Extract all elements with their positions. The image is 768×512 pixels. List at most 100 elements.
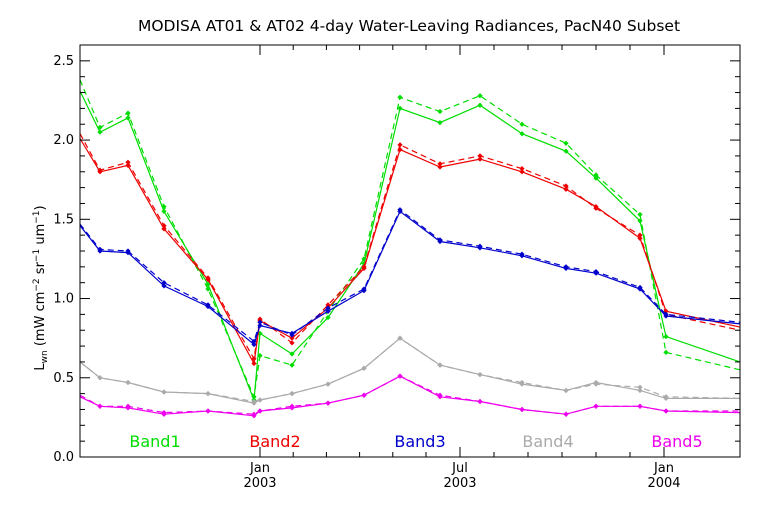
band3-point	[251, 341, 257, 348]
band1-point	[97, 129, 103, 135]
band3-point	[637, 286, 643, 292]
band3-point	[593, 270, 599, 276]
band1-point	[125, 115, 131, 121]
band3-point	[663, 313, 669, 319]
band1-point	[563, 140, 569, 146]
band3-point	[361, 287, 367, 294]
band4-point	[397, 335, 403, 341]
band3-point	[97, 248, 103, 254]
x-tick-year: 2003	[443, 476, 476, 491]
y-axis-exp-3: −1	[32, 210, 42, 223]
band5-point	[325, 400, 331, 406]
band3-series	[79, 207, 741, 348]
band1-point	[663, 333, 669, 340]
band4-series	[79, 335, 741, 406]
band1-point	[437, 120, 443, 126]
band3-point	[289, 330, 295, 337]
band1-point	[325, 314, 331, 321]
y-axis-unit-1: (mW cm	[33, 292, 48, 351]
band4-point	[125, 379, 131, 386]
legend-band5: Band5	[651, 432, 702, 451]
legend-band1: Band1	[129, 432, 180, 451]
band1-point	[477, 93, 483, 99]
band2-series	[79, 133, 741, 367]
band5-point	[289, 405, 295, 411]
band1-point	[593, 175, 599, 181]
band5-point	[437, 394, 443, 400]
band2-point	[97, 169, 103, 175]
band5-point	[397, 373, 403, 379]
band4-point	[205, 390, 211, 397]
x-tick-month: Jul	[451, 461, 468, 476]
band2-point	[289, 335, 295, 341]
series-layer	[79, 79, 741, 419]
band4-point	[663, 395, 669, 401]
band2-point	[637, 235, 643, 241]
band5-point	[97, 403, 103, 409]
band2-point	[519, 169, 525, 175]
band5-series	[79, 373, 741, 419]
band4-point	[637, 387, 643, 394]
band2-point	[437, 164, 443, 170]
band3-point	[325, 308, 331, 314]
band3-point	[397, 208, 403, 215]
band4-point	[519, 381, 525, 387]
y-tick-label: 0.5	[53, 371, 74, 386]
x-tick-year: 2003	[243, 476, 276, 491]
band3-point	[563, 265, 569, 272]
y-axis-label: Lwn (mW cm−2 sr−1 um−1)	[32, 205, 50, 370]
band3-line-at02	[79, 208, 741, 343]
band4-point	[477, 371, 483, 378]
band1-point	[125, 110, 131, 116]
x-tick-month: Jan	[249, 461, 270, 476]
band5-point	[205, 408, 211, 414]
band5-point	[663, 408, 669, 414]
band1-point	[289, 351, 295, 357]
band4-point	[289, 390, 295, 397]
y-tick-label: 1.0	[53, 292, 74, 307]
band1-point	[637, 211, 643, 218]
band5-point	[257, 408, 263, 414]
band2-point	[563, 186, 569, 192]
band5-line-at01	[79, 375, 741, 417]
band2-point	[361, 265, 367, 272]
band3-point	[257, 322, 263, 329]
band4-point	[257, 397, 263, 403]
band1-point	[519, 131, 525, 137]
y-axis-unit-2: sr	[33, 261, 48, 278]
band5-point	[519, 406, 525, 413]
y-axis-exp-1: −2	[32, 278, 42, 291]
svg-text:Lwn (mW cm−2 sr−1 um−1): Lwn (mW cm−2 sr−1 um−1)	[32, 205, 50, 370]
y-tick-label: 2.5	[53, 54, 74, 69]
band4-point	[97, 375, 103, 381]
y-tick-label: 2.0	[53, 133, 74, 148]
y-tick-label: 1.5	[53, 212, 74, 227]
band1-point	[397, 94, 403, 100]
band1-point	[289, 362, 295, 368]
band1-point	[563, 148, 569, 154]
x-tick-month: Jan	[653, 461, 674, 476]
band5-point	[593, 403, 599, 409]
x-tick-year: 2004	[647, 476, 680, 491]
band1-point	[637, 218, 643, 224]
y-tick-label: 0.0	[53, 450, 74, 465]
band2-line-at01	[79, 138, 741, 366]
band1-series	[79, 79, 741, 403]
band2-point	[593, 204, 599, 210]
band5-point	[251, 413, 257, 419]
band5-point	[563, 411, 569, 417]
band1-point	[205, 281, 211, 287]
y-axis-unit-4: )	[33, 205, 48, 210]
band4-point	[325, 381, 331, 387]
band2-point	[477, 156, 483, 162]
band2-point	[397, 146, 403, 153]
plot-frame	[79, 44, 741, 458]
band4-point	[437, 362, 443, 368]
legend-band4: Band4	[522, 432, 573, 451]
band5-point	[361, 392, 367, 398]
y-axis-unit-3: um	[33, 224, 48, 249]
y-axis-symbol: L	[33, 363, 48, 371]
band1-point	[437, 108, 443, 115]
